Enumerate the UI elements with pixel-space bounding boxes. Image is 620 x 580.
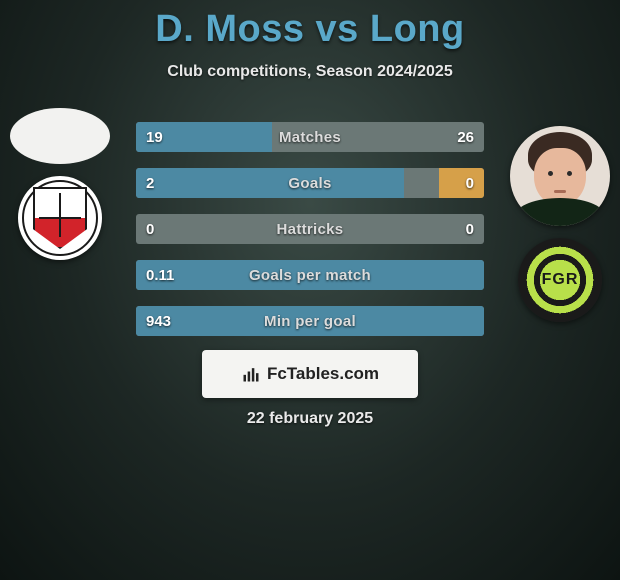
player-left-avatar-placeholder <box>10 108 110 164</box>
stat-row: 2Goals0 <box>136 168 484 198</box>
stat-row: 19Matches26 <box>136 122 484 152</box>
date-text: 22 february 2025 <box>0 410 620 428</box>
stat-row: 0.11Goals per match <box>136 260 484 290</box>
club-crest-fgr: FGR <box>518 238 602 322</box>
stats-container: 19Matches262Goals00Hattricks00.11Goals p… <box>136 122 484 352</box>
player-right-column: FGR <box>510 126 610 322</box>
stat-right-value: 26 <box>457 122 474 152</box>
stat-label: Min per goal <box>136 306 484 336</box>
club-crest-woking <box>18 176 102 260</box>
stat-label: Matches <box>136 122 484 152</box>
bar-chart-icon <box>241 364 261 384</box>
stat-row: 0Hattricks0 <box>136 214 484 244</box>
brand-text: FcTables.com <box>267 364 379 384</box>
player-right-avatar <box>510 126 610 226</box>
stat-label: Hattricks <box>136 214 484 244</box>
stat-right-value: 0 <box>466 214 474 244</box>
subtitle: Club competitions, Season 2024/2025 <box>0 63 620 81</box>
stat-row: 943Min per goal <box>136 306 484 336</box>
stat-label: Goals per match <box>136 260 484 290</box>
player-left-column <box>10 108 110 260</box>
comparison-card: D. Moss vs Long Club competitions, Seaso… <box>0 0 620 580</box>
page-title: D. Moss vs Long <box>0 0 620 51</box>
stat-label: Goals <box>136 168 484 198</box>
brand-badge: FcTables.com <box>202 350 418 398</box>
fgr-crest-text: FGR <box>542 271 579 289</box>
stat-right-value: 0 <box>466 168 474 198</box>
